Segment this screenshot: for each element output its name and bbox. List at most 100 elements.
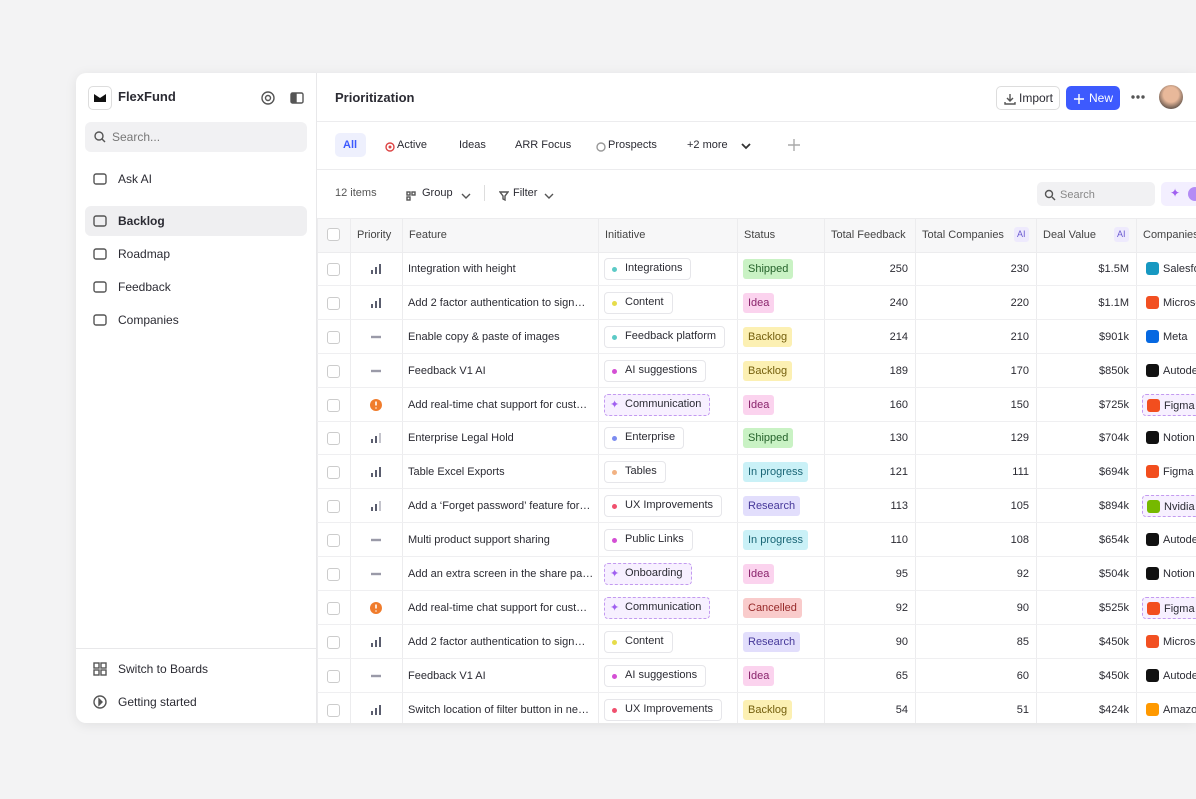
feature[interactable]: Add real-time chat support for cust… — [408, 601, 588, 614]
feature[interactable]: Feedback V1 AI — [408, 364, 486, 377]
row-checkbox[interactable] — [327, 364, 340, 378]
deal-value: $450k — [1099, 635, 1129, 648]
initiative: Content — [625, 295, 664, 308]
table-search[interactable]: Search — [1037, 182, 1155, 206]
more-menu[interactable] — [1131, 90, 1145, 109]
row-checkbox[interactable] — [327, 601, 340, 615]
add-tab[interactable] — [787, 138, 801, 157]
company-chip: Autodesk — [1142, 529, 1196, 551]
feature[interactable]: Enterprise Legal Hold — [408, 432, 514, 445]
initiative-dot — [612, 266, 617, 272]
footer-nav-item[interactable]: Switch to Boards — [118, 662, 209, 676]
row-checkbox[interactable] — [327, 534, 340, 548]
total-companies: 150 — [1010, 398, 1029, 411]
new-button[interactable]: New — [1066, 86, 1120, 110]
initiative: AI suggestions — [625, 668, 698, 681]
feature[interactable]: Enable copy & paste of images — [408, 330, 560, 343]
initiative: Onboarding — [625, 567, 683, 580]
company: Figma — [1164, 602, 1195, 615]
initiative-chip: Integrations — [604, 257, 692, 280]
filter-button[interactable]: Filter — [513, 187, 538, 199]
nav-item[interactable]: Ask AI — [118, 172, 153, 186]
header-checkbox[interactable] — [327, 228, 340, 241]
nav-item[interactable]: Roadmap — [118, 247, 171, 261]
feature[interactable]: Switch location of filter button in ne… — [408, 703, 589, 716]
initiative: Integrations — [625, 261, 683, 274]
row-checkbox[interactable] — [327, 330, 340, 344]
nav-item[interactable]: Companies — [118, 313, 179, 327]
company-logo — [1146, 295, 1159, 309]
feature[interactable]: Table Excel Exports — [408, 466, 505, 479]
priority-icon — [369, 533, 383, 552]
initiative-dot — [612, 334, 617, 340]
company-chip: Amazon — [1142, 699, 1196, 721]
page-title: Prioritization — [335, 90, 415, 105]
column-header: Total Companies — [922, 229, 1004, 241]
row-checkbox[interactable] — [327, 296, 340, 310]
initiative-dot — [612, 368, 617, 374]
tab[interactable]: ARR Focus — [515, 139, 572, 151]
row-checkbox[interactable] — [327, 262, 340, 276]
row-divider — [317, 522, 1196, 524]
new-icon — [1073, 92, 1085, 110]
ai-button[interactable]: ✦ — [1161, 182, 1196, 206]
feature[interactable]: Add 2 factor authentication to sign… — [408, 635, 586, 648]
settings-icon[interactable] — [260, 90, 276, 111]
row-checkbox[interactable] — [327, 500, 340, 514]
search-placeholder: Search — [1060, 189, 1095, 201]
footer-icon — [92, 694, 108, 715]
row-checkbox[interactable] — [327, 432, 340, 446]
column-header: Deal Value — [1043, 229, 1096, 241]
filter-icon — [498, 188, 510, 206]
row-checkbox[interactable] — [327, 466, 340, 480]
avatar[interactable] — [1159, 85, 1183, 109]
row-checkbox[interactable] — [327, 669, 340, 683]
company-logo — [1146, 567, 1159, 581]
row-checkbox[interactable] — [327, 398, 340, 412]
feature[interactable]: Add an extra screen in the share pa… — [408, 568, 594, 581]
row-checkbox[interactable] — [327, 635, 340, 649]
total-companies: 170 — [1010, 364, 1029, 377]
tab[interactable]: Prospects — [608, 139, 657, 151]
feature[interactable]: Add 2 factor authentication to sign… — [408, 296, 586, 309]
import-button[interactable]: Import — [996, 86, 1060, 110]
company-logo — [1146, 431, 1159, 445]
nav-item[interactable]: Backlog — [118, 214, 165, 228]
tabs-chevron[interactable] — [740, 139, 752, 157]
nav-icon — [92, 279, 108, 300]
group-icon — [406, 188, 416, 206]
search-box[interactable]: Search... — [85, 122, 307, 152]
status-badge: Idea — [743, 665, 775, 686]
company-chip: Salesforce — [1142, 258, 1196, 280]
tab[interactable]: All — [343, 139, 358, 151]
priority-icon — [369, 364, 383, 383]
tab[interactable]: +2 more — [687, 139, 728, 151]
tab[interactable]: Ideas — [459, 139, 486, 151]
initiative-dot — [612, 300, 617, 306]
feature[interactable]: Multi product support sharing — [408, 534, 550, 547]
panel-icon[interactable] — [289, 90, 305, 111]
priority-icon — [369, 635, 383, 654]
priority-icon — [369, 330, 383, 349]
company-chip: Figma — [1142, 393, 1196, 416]
company-chip: Notion — [1142, 427, 1196, 449]
column-header: Feature — [409, 229, 447, 241]
total-companies: 92 — [1016, 568, 1029, 581]
group-button[interactable]: Group — [422, 187, 453, 199]
nav-item[interactable]: Feedback — [118, 280, 171, 294]
feature[interactable]: Add real-time chat support for cust… — [408, 398, 588, 411]
column-divider — [915, 218, 916, 723]
status-badge: Research — [743, 496, 801, 517]
feature[interactable]: Add a ‘Forget password’ feature for… — [408, 500, 591, 513]
tab[interactable]: Active — [397, 139, 427, 151]
footer-nav-item[interactable]: Getting started — [118, 695, 197, 709]
company-chip: Figma — [1142, 461, 1196, 483]
feature[interactable]: Integration with height — [408, 262, 516, 275]
row-checkbox[interactable] — [327, 568, 340, 582]
feature[interactable]: Feedback V1 AI — [408, 669, 486, 682]
status-badge: Backlog — [743, 326, 793, 347]
row-checkbox[interactable] — [327, 703, 340, 717]
total-feedback: 113 — [890, 500, 908, 513]
row-divider — [317, 352, 1196, 354]
